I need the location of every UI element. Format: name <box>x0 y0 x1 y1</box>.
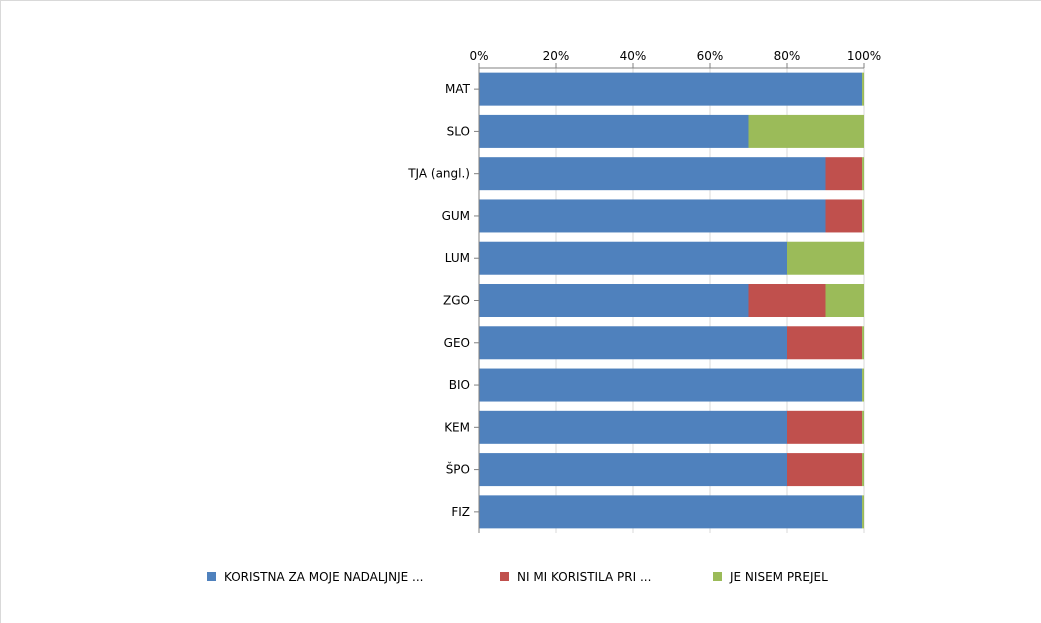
bar-segment-2 <box>825 157 863 191</box>
bars <box>479 72 864 529</box>
bar-segment-2 <box>748 284 826 317</box>
bar-segment-1 <box>479 453 787 487</box>
x-tick-label: 100% <box>847 49 881 63</box>
category-label: TJA (angl.) <box>407 167 470 181</box>
bar-segment-3 <box>787 241 864 275</box>
bar-segment-3 <box>748 114 864 148</box>
x-tick-label: 40% <box>620 49 647 63</box>
category-label: ŠPO <box>446 462 470 477</box>
bar-segment-3 <box>862 453 864 487</box>
category-label: GEO <box>444 336 470 350</box>
bar-segment-3 <box>862 157 864 191</box>
bar-segment-2 <box>825 199 863 233</box>
bar-segment-1 <box>479 284 749 317</box>
bar-segment-3 <box>862 72 864 106</box>
bar-segment-1 <box>479 410 787 444</box>
legend-label-2: NI MI KORISTILA PRI ... <box>517 570 651 584</box>
bar-segment-1 <box>479 326 787 360</box>
category-label: GUM <box>442 209 470 223</box>
category-label: LUM <box>445 251 470 265</box>
category-label: BIO <box>449 378 470 392</box>
bar-segment-1 <box>479 114 749 148</box>
x-tick-label: 60% <box>697 49 724 63</box>
axes: 0% 20% 40% 60% 80% 100% MAT SLO TJA (angl.) GUM LU… <box>407 49 881 533</box>
bar-segment-1 <box>479 368 863 402</box>
legend-swatch-2 <box>500 572 509 581</box>
bar-segment-1 <box>479 199 826 233</box>
category-label: FIZ <box>451 505 470 519</box>
legend-swatch-1 <box>207 572 216 581</box>
category-label: KEM <box>444 420 470 434</box>
x-tick-label: 20% <box>543 49 570 63</box>
bar-segment-3 <box>862 495 864 529</box>
category-label: MAT <box>445 82 471 96</box>
legend-label-1: KORISTNA ZA MOJE NADALJNJE ... <box>224 570 423 584</box>
bar-segment-3 <box>862 199 864 233</box>
bar-segment-3 <box>862 410 864 444</box>
bar-segment-2 <box>787 326 863 360</box>
legend: KORISTNA ZA MOJE NADALJNJE ... NI MI KORI… <box>207 570 828 584</box>
x-tick-label: 80% <box>774 49 801 63</box>
legend-label-3: JE NISEM PREJEL <box>729 570 828 584</box>
bar-segment-2 <box>787 410 863 444</box>
bar-segment-1 <box>479 72 863 106</box>
bar-segment-3 <box>825 284 864 317</box>
bar-segment-1 <box>479 495 863 529</box>
category-label: SLO <box>447 124 470 138</box>
x-tick-label: 0% <box>469 49 488 63</box>
bar-segment-3 <box>862 368 864 402</box>
bar-segment-2 <box>787 453 863 487</box>
bar-segment-1 <box>479 241 787 275</box>
category-label: ZGO <box>443 294 470 308</box>
legend-swatch-3 <box>713 572 722 581</box>
bar-segment-3 <box>862 326 864 360</box>
bar-segment-1 <box>479 157 826 191</box>
